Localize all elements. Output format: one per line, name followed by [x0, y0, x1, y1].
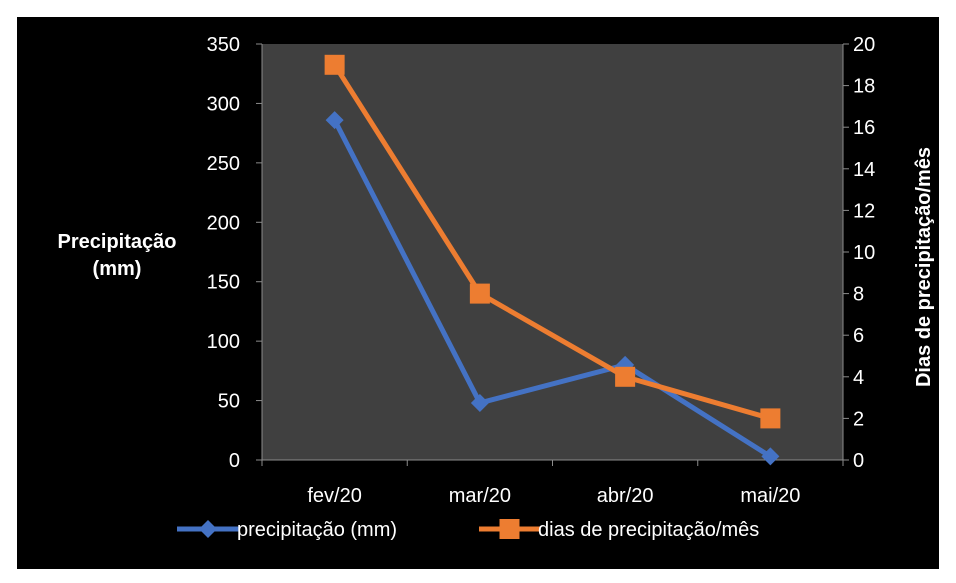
data-point-series-2 [324, 54, 345, 75]
y-right-tick-label: 14 [853, 159, 875, 181]
y-left-tick-label: 300 [207, 93, 240, 115]
y-right-tick-label: 8 [853, 284, 864, 306]
legend-label-2: dias de precipitação/mês [538, 519, 759, 541]
legend: precipitação (mm) dias de precipitação/mê… [177, 519, 759, 541]
x-tick-label: abr/20 [597, 485, 654, 507]
y-left-tick-label: 200 [207, 212, 240, 234]
y-right-tick-label: 0 [853, 450, 864, 472]
legend-marker-2 [499, 519, 520, 539]
chart-svg: 0 50 100 150 200 250 300 350 0 2 4 6 8 10 12 14 16 18 20 fe… [58, 34, 935, 541]
y-left-tick-label: 100 [207, 331, 240, 353]
x-tick-label: mar/20 [449, 485, 511, 507]
y-right-tick-label: 6 [853, 325, 864, 347]
y-left-title-line2: (mm) [93, 258, 142, 280]
y-right-tick-label: 10 [853, 242, 875, 264]
axes: 0 50 100 150 200 250 300 350 0 2 4 6 8 10 12 14 16 18 20 fe… [207, 34, 876, 507]
y-right-title: Dias de precipitação/mês [913, 147, 935, 387]
y-left-tick-label: 350 [207, 34, 240, 56]
series-line-1 [332, 118, 772, 459]
data-point-series-1 [325, 111, 344, 130]
series-line-2 [332, 63, 772, 421]
y-right-tick-label: 2 [853, 408, 864, 430]
chart: 0 50 100 150 200 250 300 350 0 2 4 6 8 10 12 14 16 18 20 fe… [17, 17, 939, 569]
series-layer [324, 54, 781, 466]
y-right-tick-label: 18 [853, 76, 875, 98]
data-point-series-2 [760, 408, 781, 429]
y-right-tick-label: 16 [853, 117, 875, 139]
data-point-series-2 [469, 283, 490, 304]
y-left-tick-label: 0 [229, 450, 240, 472]
x-tick-label: mai/20 [740, 485, 800, 507]
legend-label-1: precipitação (mm) [237, 519, 397, 541]
y-left-tick-label: 250 [207, 153, 240, 175]
data-point-series-1 [470, 393, 489, 412]
data-point-series-2 [615, 366, 636, 387]
y-right-tick-label: 12 [853, 200, 875, 222]
y-left-tick-label: 50 [218, 391, 240, 413]
plot-area [262, 44, 843, 460]
legend-marker-1 [199, 520, 217, 538]
y-right-tick-label: 4 [853, 367, 864, 389]
y-left-title-line1: Precipitação [58, 231, 177, 253]
data-point-series-1 [761, 447, 780, 466]
y-right-tick-label: 20 [853, 34, 875, 56]
x-tick-label: fev/20 [307, 485, 361, 507]
y-left-tick-label: 150 [207, 272, 240, 294]
